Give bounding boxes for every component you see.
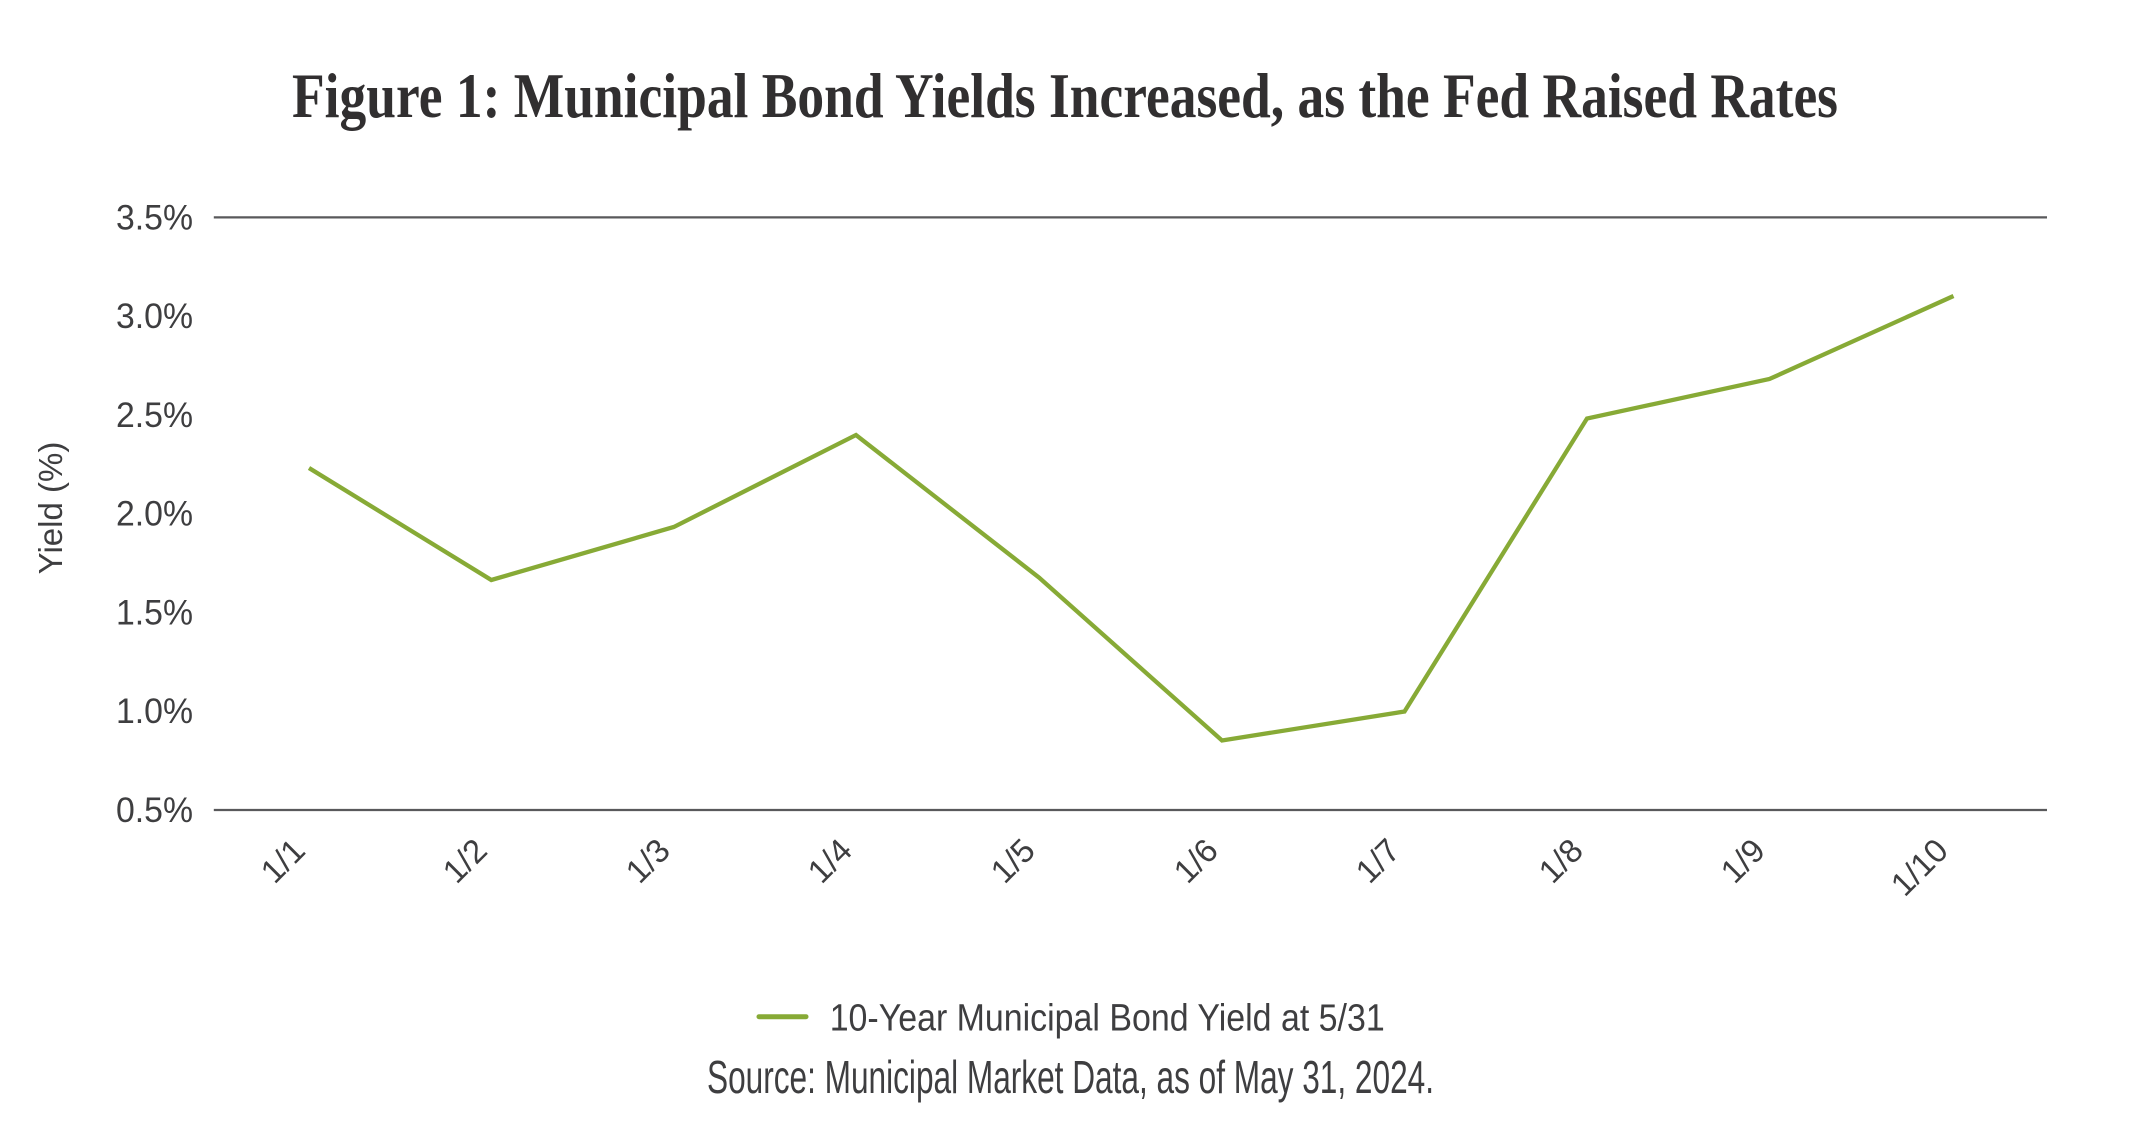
svg-text:10-Year Municipal Bond Yield a: 10-Year Municipal Bond Yield at 5/31 — [830, 998, 1385, 1040]
svg-text:3.5%: 3.5% — [116, 198, 193, 237]
svg-text:2.5%: 2.5% — [116, 396, 193, 435]
svg-text:0.5%: 0.5% — [116, 791, 193, 830]
svg-text:Yield (%): Yield (%) — [32, 442, 69, 575]
svg-text:Source: Municipal Market Data,: Source: Municipal Market Data, as of May… — [707, 1051, 1434, 1103]
svg-text:2.0%: 2.0% — [116, 495, 193, 534]
svg-text:3.0%: 3.0% — [116, 297, 193, 336]
svg-text:Figure 1: Municipal Bond Yield: Figure 1: Municipal Bond Yields Increase… — [292, 61, 1838, 131]
svg-text:1.5%: 1.5% — [116, 594, 193, 633]
svg-text:1.0%: 1.0% — [116, 692, 193, 731]
